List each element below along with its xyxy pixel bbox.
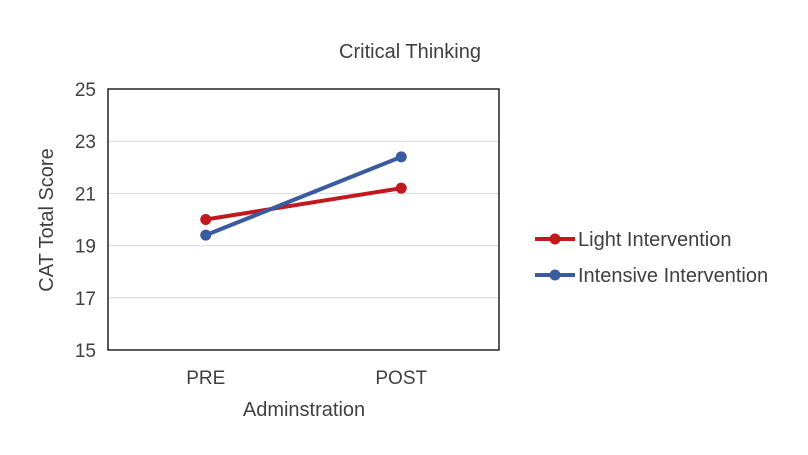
data-point — [395, 182, 407, 194]
x-tick-label: PRE — [186, 368, 225, 389]
legend-marker — [549, 233, 561, 245]
y-tick-label: 21 — [75, 184, 96, 205]
y-tick-label: 15 — [75, 341, 96, 362]
gridlines — [108, 140, 499, 299]
series-line — [203, 186, 404, 222]
legend-label: Intensive Intervention — [578, 265, 768, 287]
y-tick-label: 25 — [75, 80, 96, 101]
x-tick-label: POST — [375, 368, 427, 389]
series-line — [203, 154, 404, 238]
chart-title: Critical Thinking — [339, 41, 481, 63]
y-tick-label: 17 — [75, 289, 96, 310]
y-tick-label: 19 — [75, 237, 96, 258]
y-axis-label: CAT Total Score — [36, 148, 58, 291]
legend: Light Intervention Intensive Intervention — [535, 229, 768, 287]
y-tick-labels: 15 17 19 21 23 25 — [75, 80, 96, 362]
x-tick-labels: PRE POST — [186, 368, 427, 389]
y-tick-label: 23 — [75, 132, 96, 153]
legend-marker — [549, 269, 561, 281]
data-point — [200, 214, 212, 225]
data-point — [395, 151, 407, 163]
plot-area — [107, 88, 500, 351]
x-axis-label: Adminstration — [243, 399, 365, 421]
legend-label: Light Intervention — [578, 229, 731, 251]
data-point — [200, 229, 212, 241]
series-layer — [200, 151, 407, 241]
